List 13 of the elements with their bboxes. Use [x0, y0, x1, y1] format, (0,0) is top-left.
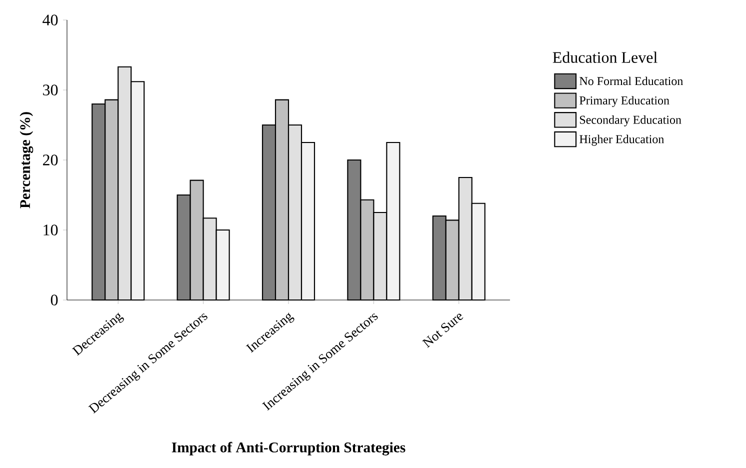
legend-title: Education Level	[552, 52, 658, 63]
y-tick-label: 0	[50, 294, 58, 306]
x-tick-label: Not Sure	[422, 314, 464, 348]
legend-label: Higher Education	[580, 134, 664, 146]
legend-label: Secondary Education	[580, 115, 682, 126]
legend-label: No Formal Education	[580, 76, 683, 86]
y-tick-label: 10	[44, 224, 58, 236]
y-tick-label: 20	[43, 154, 58, 166]
y-tick-label: 40	[42, 14, 58, 26]
x-axis-title: Impact of Anti-Corruption Strategies	[172, 442, 406, 456]
legend-label: Primary Education	[580, 96, 670, 107]
y-tick-label: 30	[43, 84, 58, 96]
y-axis-title: Percentage (%)	[20, 112, 34, 208]
